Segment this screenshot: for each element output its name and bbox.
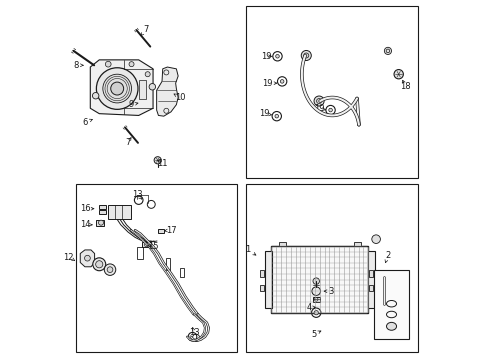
Circle shape [105, 61, 111, 67]
Bar [158, 229, 164, 233]
Bar [99, 211, 105, 215]
Circle shape [84, 255, 90, 261]
Text: 19: 19 [314, 104, 325, 113]
Bar [107, 205, 131, 220]
Text: 13: 13 [188, 328, 199, 337]
Text: 18: 18 [400, 82, 410, 91]
Ellipse shape [386, 322, 396, 330]
Circle shape [311, 287, 320, 296]
Bar [76, 184, 237, 352]
Text: 19: 19 [260, 52, 271, 61]
Text: 8: 8 [73, 61, 79, 70]
Bar [368, 285, 372, 291]
Text: 19: 19 [259, 109, 269, 118]
Circle shape [275, 54, 279, 58]
Circle shape [313, 96, 324, 106]
Polygon shape [156, 67, 178, 116]
Bar [353, 242, 360, 246]
Circle shape [280, 80, 284, 83]
Circle shape [102, 74, 131, 103]
Circle shape [93, 258, 105, 271]
Bar [260, 270, 264, 277]
Bar [180, 268, 183, 277]
Bar [264, 251, 271, 309]
Bar [260, 285, 264, 291]
Circle shape [393, 69, 403, 79]
Text: 9: 9 [129, 100, 134, 109]
Bar [137, 247, 143, 259]
Circle shape [99, 220, 103, 225]
Text: 15: 15 [147, 242, 158, 251]
Circle shape [129, 62, 134, 67]
Text: 7: 7 [143, 25, 148, 34]
Text: 14: 14 [80, 220, 90, 229]
Bar [96, 220, 103, 226]
Circle shape [316, 99, 321, 104]
Circle shape [274, 114, 278, 118]
Circle shape [149, 84, 155, 90]
Text: 13: 13 [131, 190, 142, 199]
Text: 12: 12 [63, 253, 74, 262]
Circle shape [314, 298, 317, 301]
Circle shape [384, 47, 391, 54]
Bar [271, 246, 367, 313]
Polygon shape [80, 250, 94, 267]
Circle shape [145, 72, 150, 77]
Text: 10: 10 [174, 93, 185, 102]
Bar [367, 251, 374, 309]
Text: 2: 2 [385, 251, 390, 260]
Circle shape [110, 82, 123, 95]
Bar [246, 184, 418, 352]
Bar [246, 6, 418, 178]
Bar [368, 270, 372, 277]
Circle shape [107, 267, 113, 273]
Circle shape [104, 264, 116, 275]
Bar [139, 80, 145, 99]
Circle shape [96, 261, 102, 268]
Text: 1: 1 [245, 246, 250, 255]
Circle shape [92, 93, 99, 99]
Polygon shape [90, 60, 153, 116]
Circle shape [313, 311, 318, 315]
Text: 4: 4 [306, 303, 311, 312]
Circle shape [154, 157, 161, 164]
Bar [278, 242, 285, 246]
Text: 3: 3 [327, 287, 333, 296]
Text: 6: 6 [82, 118, 87, 127]
Text: 7: 7 [125, 138, 130, 147]
Text: 16: 16 [80, 204, 90, 213]
Circle shape [371, 235, 380, 243]
Text: 19: 19 [262, 79, 272, 88]
Bar [312, 297, 319, 302]
Bar [99, 205, 105, 210]
Circle shape [301, 50, 311, 60]
Text: 11: 11 [157, 159, 167, 168]
Text: 5: 5 [311, 330, 316, 339]
Bar [142, 242, 150, 247]
Circle shape [303, 53, 308, 58]
Circle shape [328, 108, 332, 112]
Text: 17: 17 [165, 226, 176, 235]
Circle shape [144, 243, 148, 247]
Bar [165, 258, 169, 270]
Bar [373, 270, 408, 338]
Circle shape [96, 68, 138, 109]
Circle shape [312, 278, 319, 284]
